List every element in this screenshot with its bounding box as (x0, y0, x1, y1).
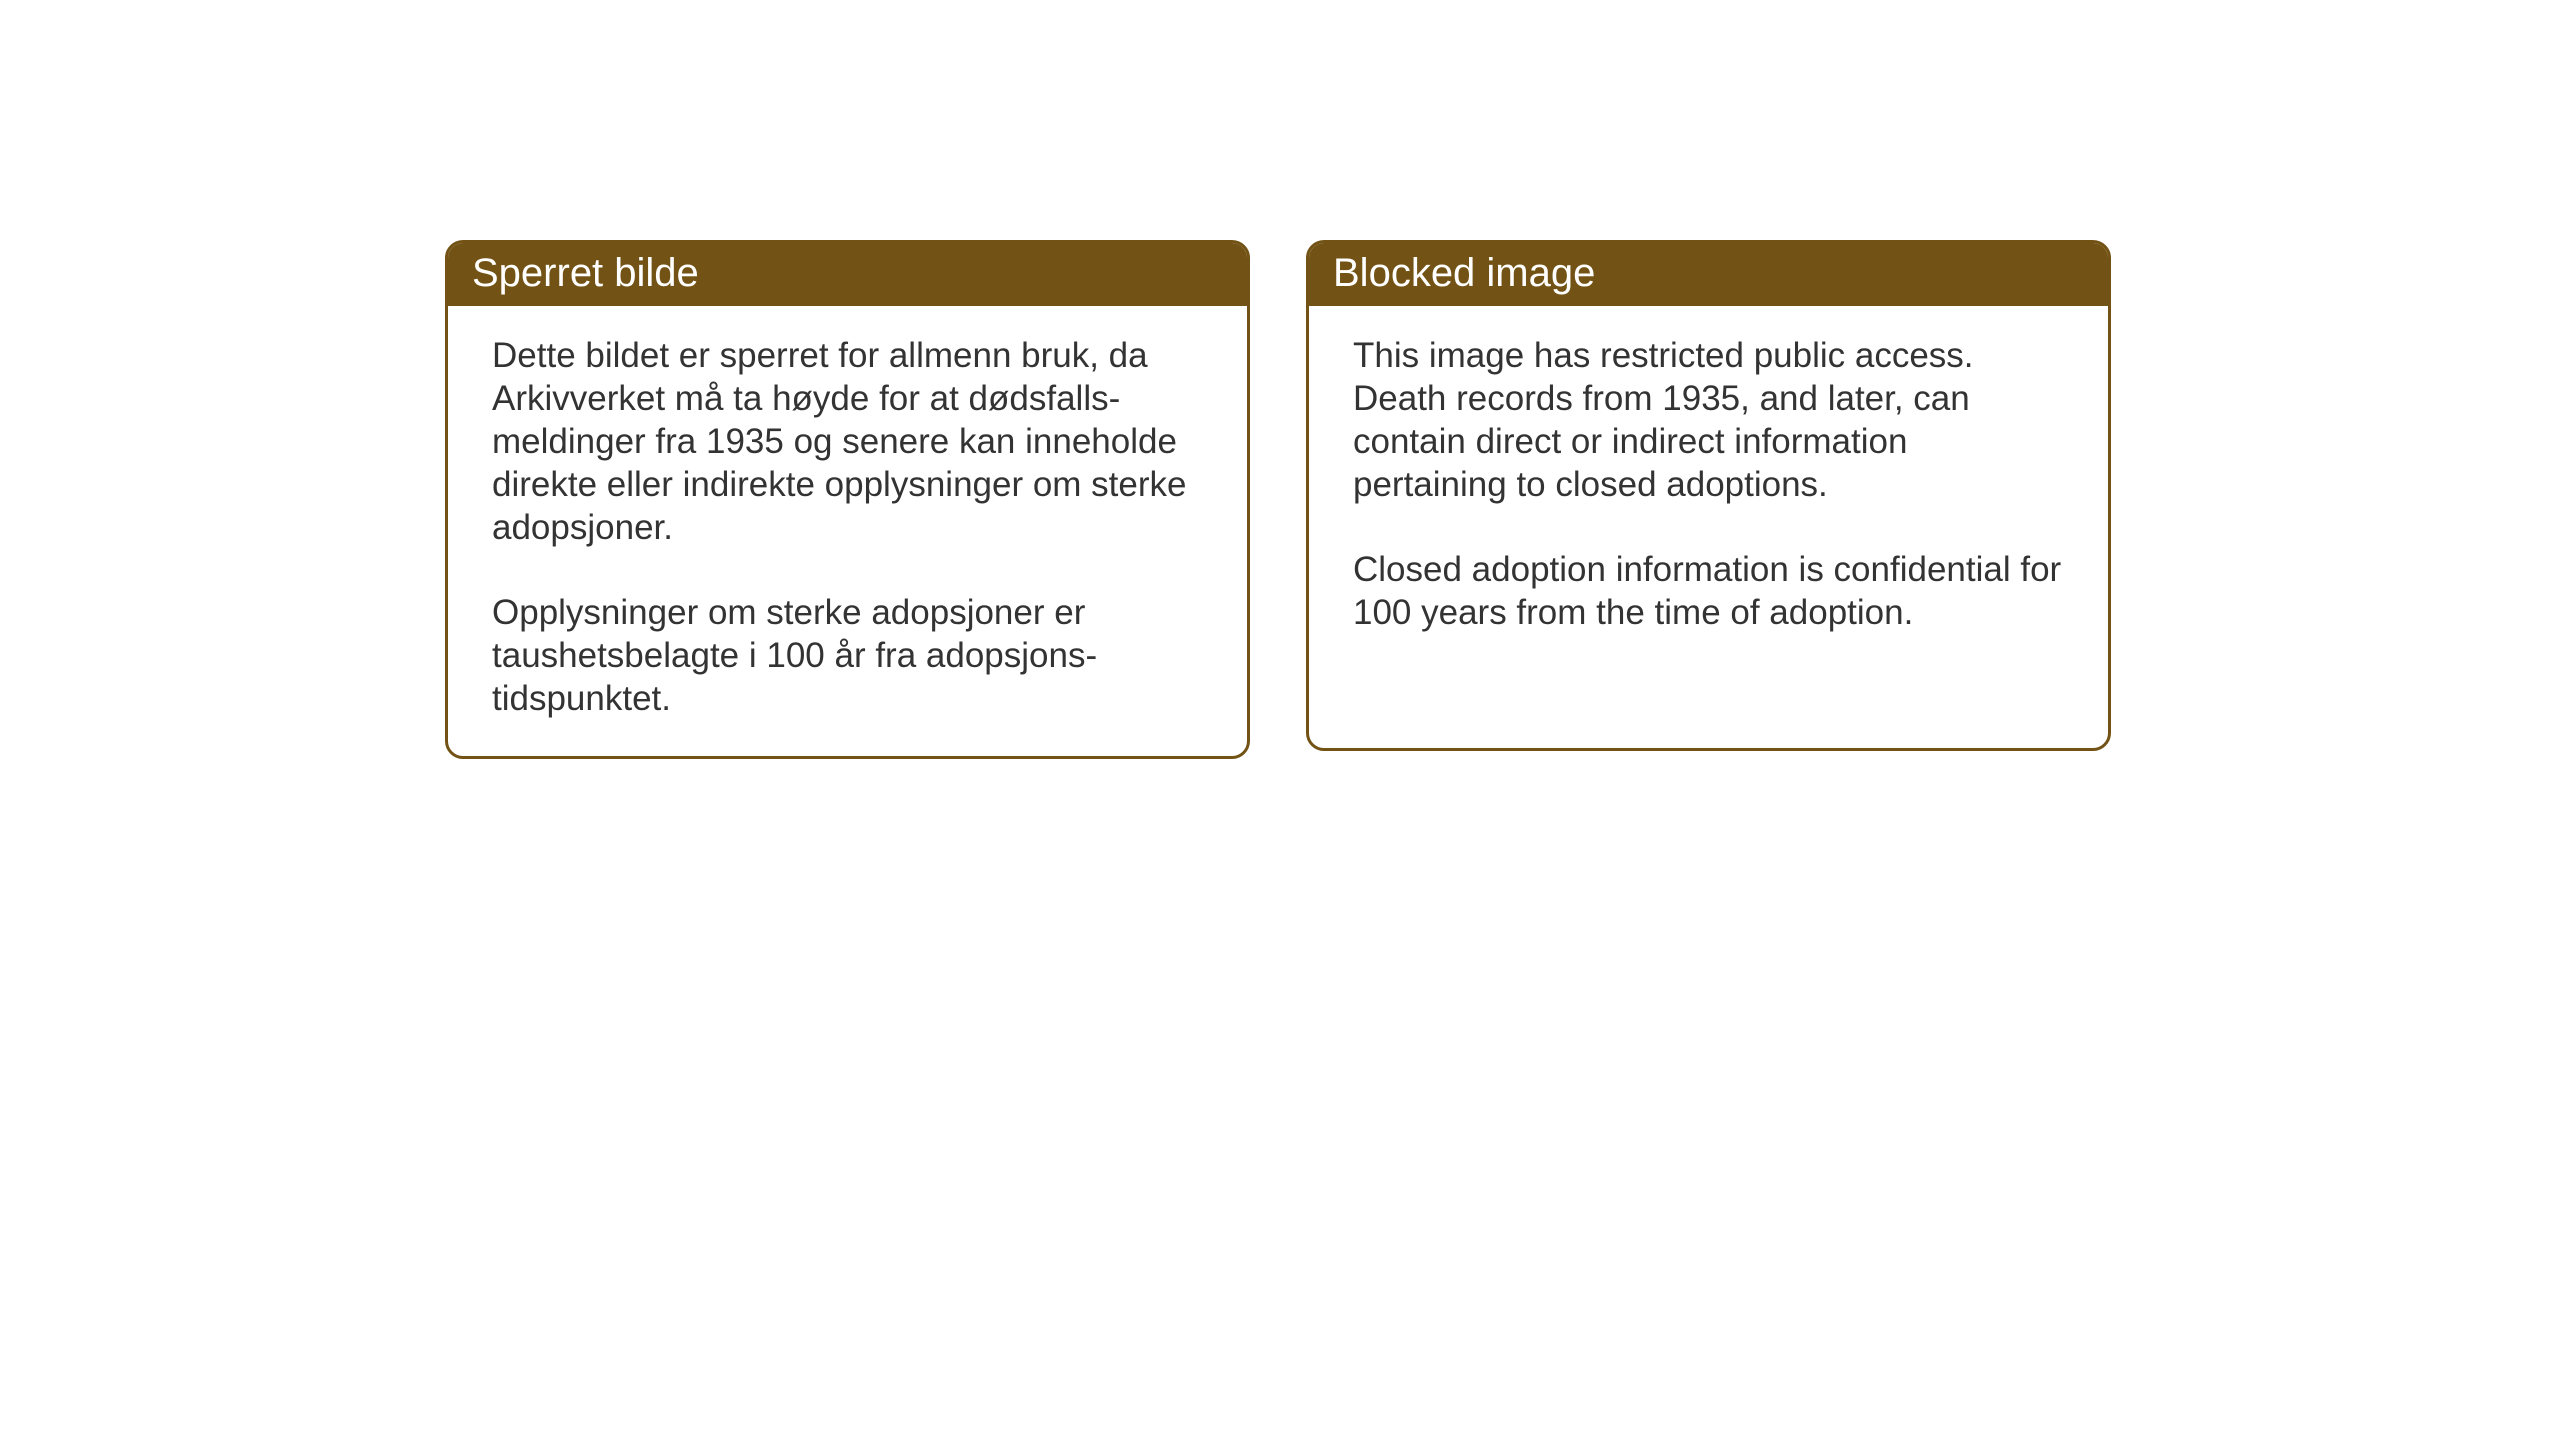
notice-card-english: Blocked image This image has restricted … (1306, 240, 2111, 751)
card-header-norwegian: Sperret bilde (448, 243, 1247, 306)
card-title-norwegian: Sperret bilde (472, 251, 699, 295)
card-header-english: Blocked image (1309, 243, 2108, 306)
notice-container: Sperret bilde Dette bildet er sperret fo… (0, 0, 2560, 759)
card-paragraph-norwegian-2: Opplysninger om sterke adopsjoner er tau… (492, 591, 1203, 720)
card-paragraph-english-2: Closed adoption information is confident… (1353, 548, 2064, 634)
card-title-english: Blocked image (1333, 251, 1595, 295)
card-paragraph-norwegian-1: Dette bildet er sperret for allmenn bruk… (492, 334, 1203, 549)
card-paragraph-english-1: This image has restricted public access.… (1353, 334, 2064, 506)
card-body-english: This image has restricted public access.… (1309, 306, 2108, 746)
notice-card-norwegian: Sperret bilde Dette bildet er sperret fo… (445, 240, 1250, 759)
card-body-norwegian: Dette bildet er sperret for allmenn bruk… (448, 306, 1247, 756)
